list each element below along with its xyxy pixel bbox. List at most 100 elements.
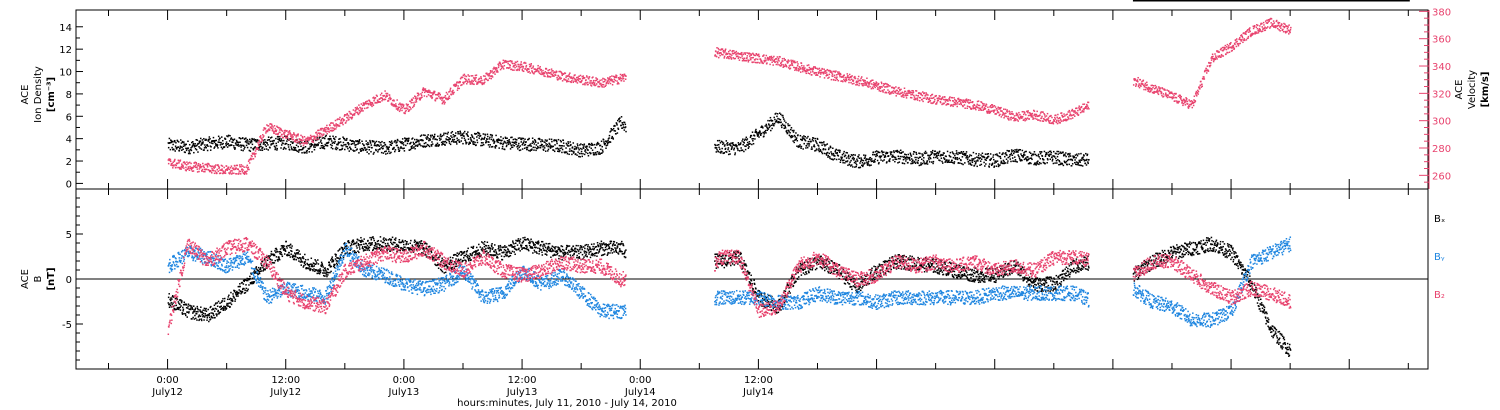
data-point [410, 145, 413, 148]
data-point [793, 141, 795, 144]
data-point [539, 138, 541, 141]
data-point [450, 132, 453, 134]
data-point [274, 130, 276, 133]
data-point [436, 97, 439, 100]
data-point [624, 123, 627, 126]
data-point [303, 146, 305, 149]
data-point [976, 156, 978, 158]
data-point [554, 74, 557, 77]
data-point [493, 70, 496, 73]
data-point [1058, 159, 1060, 162]
data-point [280, 128, 282, 130]
data-point [501, 145, 504, 148]
data-point [346, 146, 348, 148]
data-point [868, 158, 871, 160]
data-point [888, 159, 891, 161]
data-point [1046, 153, 1048, 155]
data-point [309, 134, 312, 137]
data-point [897, 162, 899, 164]
data-point [191, 146, 193, 148]
data-point [253, 153, 256, 155]
data-point [777, 117, 779, 120]
data-point [1047, 158, 1049, 161]
data-point [232, 167, 234, 169]
data-point [848, 157, 850, 160]
data-point [834, 150, 836, 153]
data-point [932, 160, 935, 163]
data-point [418, 141, 420, 143]
data-point [718, 139, 721, 142]
data-point [1019, 160, 1022, 162]
data-point [583, 83, 586, 85]
data-point [268, 129, 271, 131]
data-point [339, 137, 341, 140]
data-point [303, 135, 306, 138]
data-point [560, 71, 562, 73]
data-point [173, 159, 176, 162]
data-point [760, 126, 762, 129]
data-point [272, 126, 274, 128]
data-point [721, 150, 723, 153]
data-point [442, 101, 445, 103]
data-point [345, 143, 347, 146]
data-point [313, 138, 315, 141]
data-point [301, 135, 304, 138]
data-point [1016, 161, 1018, 163]
data-point [570, 81, 572, 84]
data-point [369, 142, 372, 144]
data-point [781, 57, 784, 60]
data-point [512, 138, 515, 141]
data-point [337, 143, 339, 146]
data-point [419, 99, 422, 101]
data-point [204, 139, 206, 141]
data-point [438, 92, 441, 95]
data-point [425, 137, 427, 139]
data-point [300, 139, 303, 141]
data-point [526, 146, 529, 149]
data-point [736, 145, 738, 147]
data-point [267, 129, 270, 131]
data-point [406, 142, 409, 145]
data-point [371, 146, 373, 149]
data-point [923, 157, 925, 159]
data-point [540, 68, 542, 71]
data-point [581, 79, 583, 82]
data-point [793, 60, 796, 62]
data-point [476, 139, 478, 141]
data-point [602, 77, 604, 80]
data-point [616, 119, 619, 122]
data-point [815, 148, 818, 150]
data-point [574, 153, 577, 155]
data-point [780, 121, 782, 123]
data-point [411, 99, 414, 101]
data-point [721, 141, 724, 143]
data-point [845, 160, 847, 163]
data-point [201, 141, 203, 144]
data-point [932, 162, 934, 165]
data-point [924, 162, 926, 165]
data-point [867, 160, 870, 163]
data-point [550, 146, 552, 148]
data-point [998, 164, 1000, 167]
data-point [830, 158, 833, 160]
data-point [479, 134, 482, 137]
data-point [934, 150, 936, 152]
data-point [240, 164, 243, 166]
data-point [825, 144, 827, 146]
data-point [878, 151, 881, 154]
data-point [825, 74, 828, 77]
data-point [844, 154, 847, 157]
data-point [548, 69, 551, 71]
data-point [528, 149, 530, 152]
data-point [720, 152, 722, 154]
data-point [776, 115, 778, 118]
data-point [839, 161, 842, 163]
data-point [796, 139, 799, 142]
data-point [220, 146, 223, 148]
data-point [843, 74, 845, 76]
data-point [819, 150, 822, 152]
data-point [187, 166, 190, 168]
data-point [431, 96, 434, 99]
data-point [980, 154, 982, 156]
data-point [815, 72, 818, 74]
